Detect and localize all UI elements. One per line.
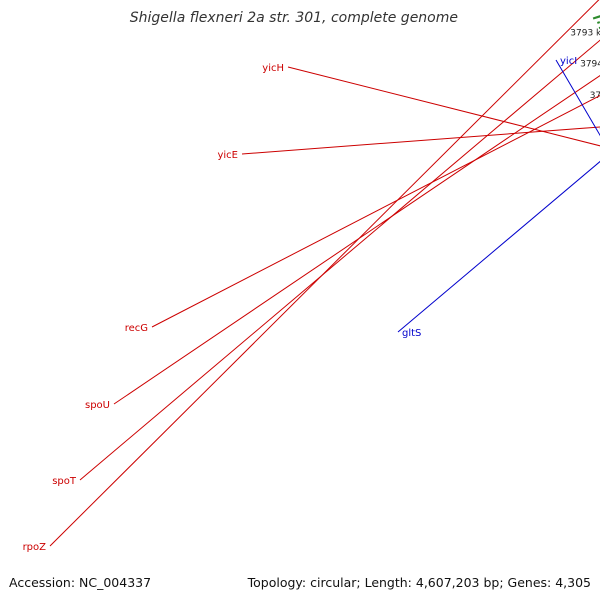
ruler-label: 3794 kbp bbox=[580, 60, 600, 70]
inner-ruler-minor-tick bbox=[598, 26, 600, 30]
rpoZ-leader-line bbox=[49, 0, 600, 547]
label-layer: 3793 kbp3794 kbp3795 kbp3796 kbp3797 kbp… bbox=[23, 0, 600, 553]
yicI-gene-label: yicI bbox=[560, 56, 577, 67]
recG-gene-label: recG bbox=[125, 323, 148, 334]
yicH-leader-line bbox=[287, 66, 600, 147]
yicI-leader-line bbox=[555, 59, 600, 137]
yicH-gene-label: yicH bbox=[262, 63, 284, 74]
spoT-leader-line bbox=[79, 39, 600, 481]
inner-ruler-major-tick bbox=[592, 15, 600, 20]
spoU-gene-label: spoU bbox=[85, 400, 110, 411]
spoU-leader-line bbox=[113, 75, 600, 405]
yicE-leader-line bbox=[241, 126, 600, 155]
inner-ruler-minor-tick bbox=[596, 21, 600, 24]
rpoZ-gene-label: rpoZ bbox=[23, 542, 47, 553]
ruler-label: 3793 kbp bbox=[570, 29, 600, 39]
topology-summary: Topology: circular; Length: 4,607,203 bp… bbox=[247, 575, 591, 590]
gltS-leader-line bbox=[397, 160, 600, 333]
map-title: Shigella flexneri 2a str. 301, complete … bbox=[127, 10, 460, 26]
spoT-gene-label: spoT bbox=[52, 476, 77, 487]
yicE-gene-label: yicE bbox=[217, 150, 238, 161]
ruler-label: 3795 kbp bbox=[590, 91, 600, 101]
inner-tick-marks bbox=[592, 15, 600, 30]
gltS-gene-label: gltS bbox=[402, 328, 421, 339]
recG-leader-line bbox=[151, 95, 600, 328]
accession-text: Accession: NC_004337 bbox=[9, 575, 152, 590]
